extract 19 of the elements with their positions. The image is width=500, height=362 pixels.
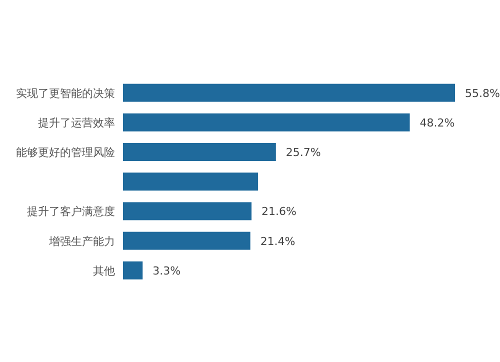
bar bbox=[123, 172, 258, 191]
data-label: 55.8% bbox=[465, 86, 500, 100]
bar bbox=[123, 113, 410, 132]
data-label: 25.7% bbox=[286, 146, 321, 159]
y-tick-label: 提升了客户满意度 bbox=[27, 205, 115, 218]
bar bbox=[123, 202, 252, 220]
y-tick-label: 提升了运营效率 bbox=[38, 116, 115, 130]
data-label: 21.6% bbox=[262, 205, 296, 218]
data-label: 3.3% bbox=[152, 264, 181, 278]
y-tick-label: 增强生产能力 bbox=[48, 234, 115, 248]
data-label: 48.2% bbox=[420, 116, 455, 130]
y-tick-label: 其他 bbox=[93, 264, 115, 278]
bar bbox=[123, 84, 455, 102]
data-label: 21.4% bbox=[260, 234, 296, 248]
y-tick-label: 能够更好的管理风险 bbox=[16, 146, 115, 159]
bar bbox=[123, 261, 143, 280]
bar bbox=[123, 143, 276, 161]
y-tick-label: 实现了更智能的决策 bbox=[16, 86, 115, 100]
bar bbox=[123, 232, 250, 250]
